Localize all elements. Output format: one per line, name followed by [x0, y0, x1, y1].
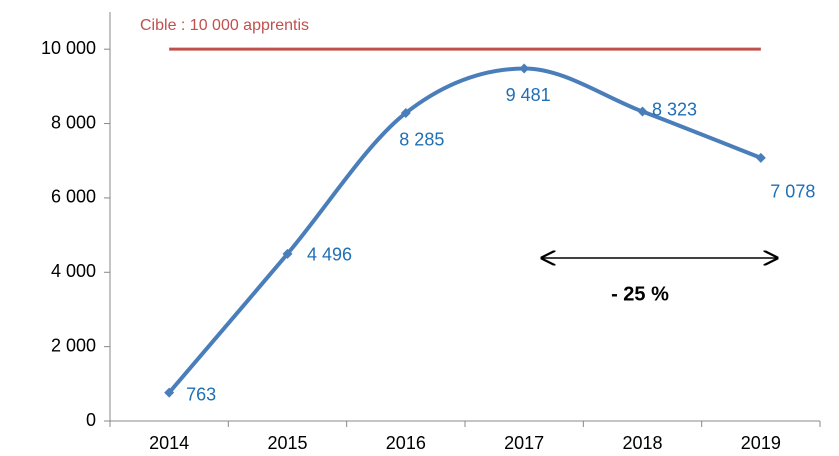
value-label: 4 496 [307, 245, 352, 265]
x-tick-label: 2019 [741, 433, 781, 453]
marker [755, 152, 766, 163]
series-line [167, 66, 762, 394]
value-label: 8 285 [399, 130, 444, 150]
y-tick-label: 8 000 [51, 112, 96, 132]
x-tick-label: 2016 [386, 433, 426, 453]
marker [519, 63, 530, 74]
y-tick-label: 6 000 [51, 187, 96, 207]
target-label: Cible : 10 000 apprentis [140, 17, 309, 34]
value-label: 763 [186, 384, 216, 404]
y-tick-label: 2 000 [51, 335, 96, 355]
x-tick-label: 2015 [267, 433, 307, 453]
value-label: 8 323 [652, 99, 697, 119]
y-tick-label: 0 [86, 410, 96, 430]
x-tick-label: 2014 [149, 433, 189, 453]
marker [282, 248, 293, 259]
marker [164, 387, 175, 398]
annotation: - 25 % [611, 283, 669, 305]
marker [637, 106, 648, 117]
value-label: 9 481 [506, 85, 551, 105]
y-tick-label: 4 000 [51, 261, 96, 281]
x-tick-label: 2018 [622, 433, 662, 453]
y-tick-label: 10 000 [41, 38, 96, 58]
value-label: 7 078 [770, 182, 815, 202]
marker [400, 107, 411, 118]
x-tick-label: 2017 [504, 433, 544, 453]
